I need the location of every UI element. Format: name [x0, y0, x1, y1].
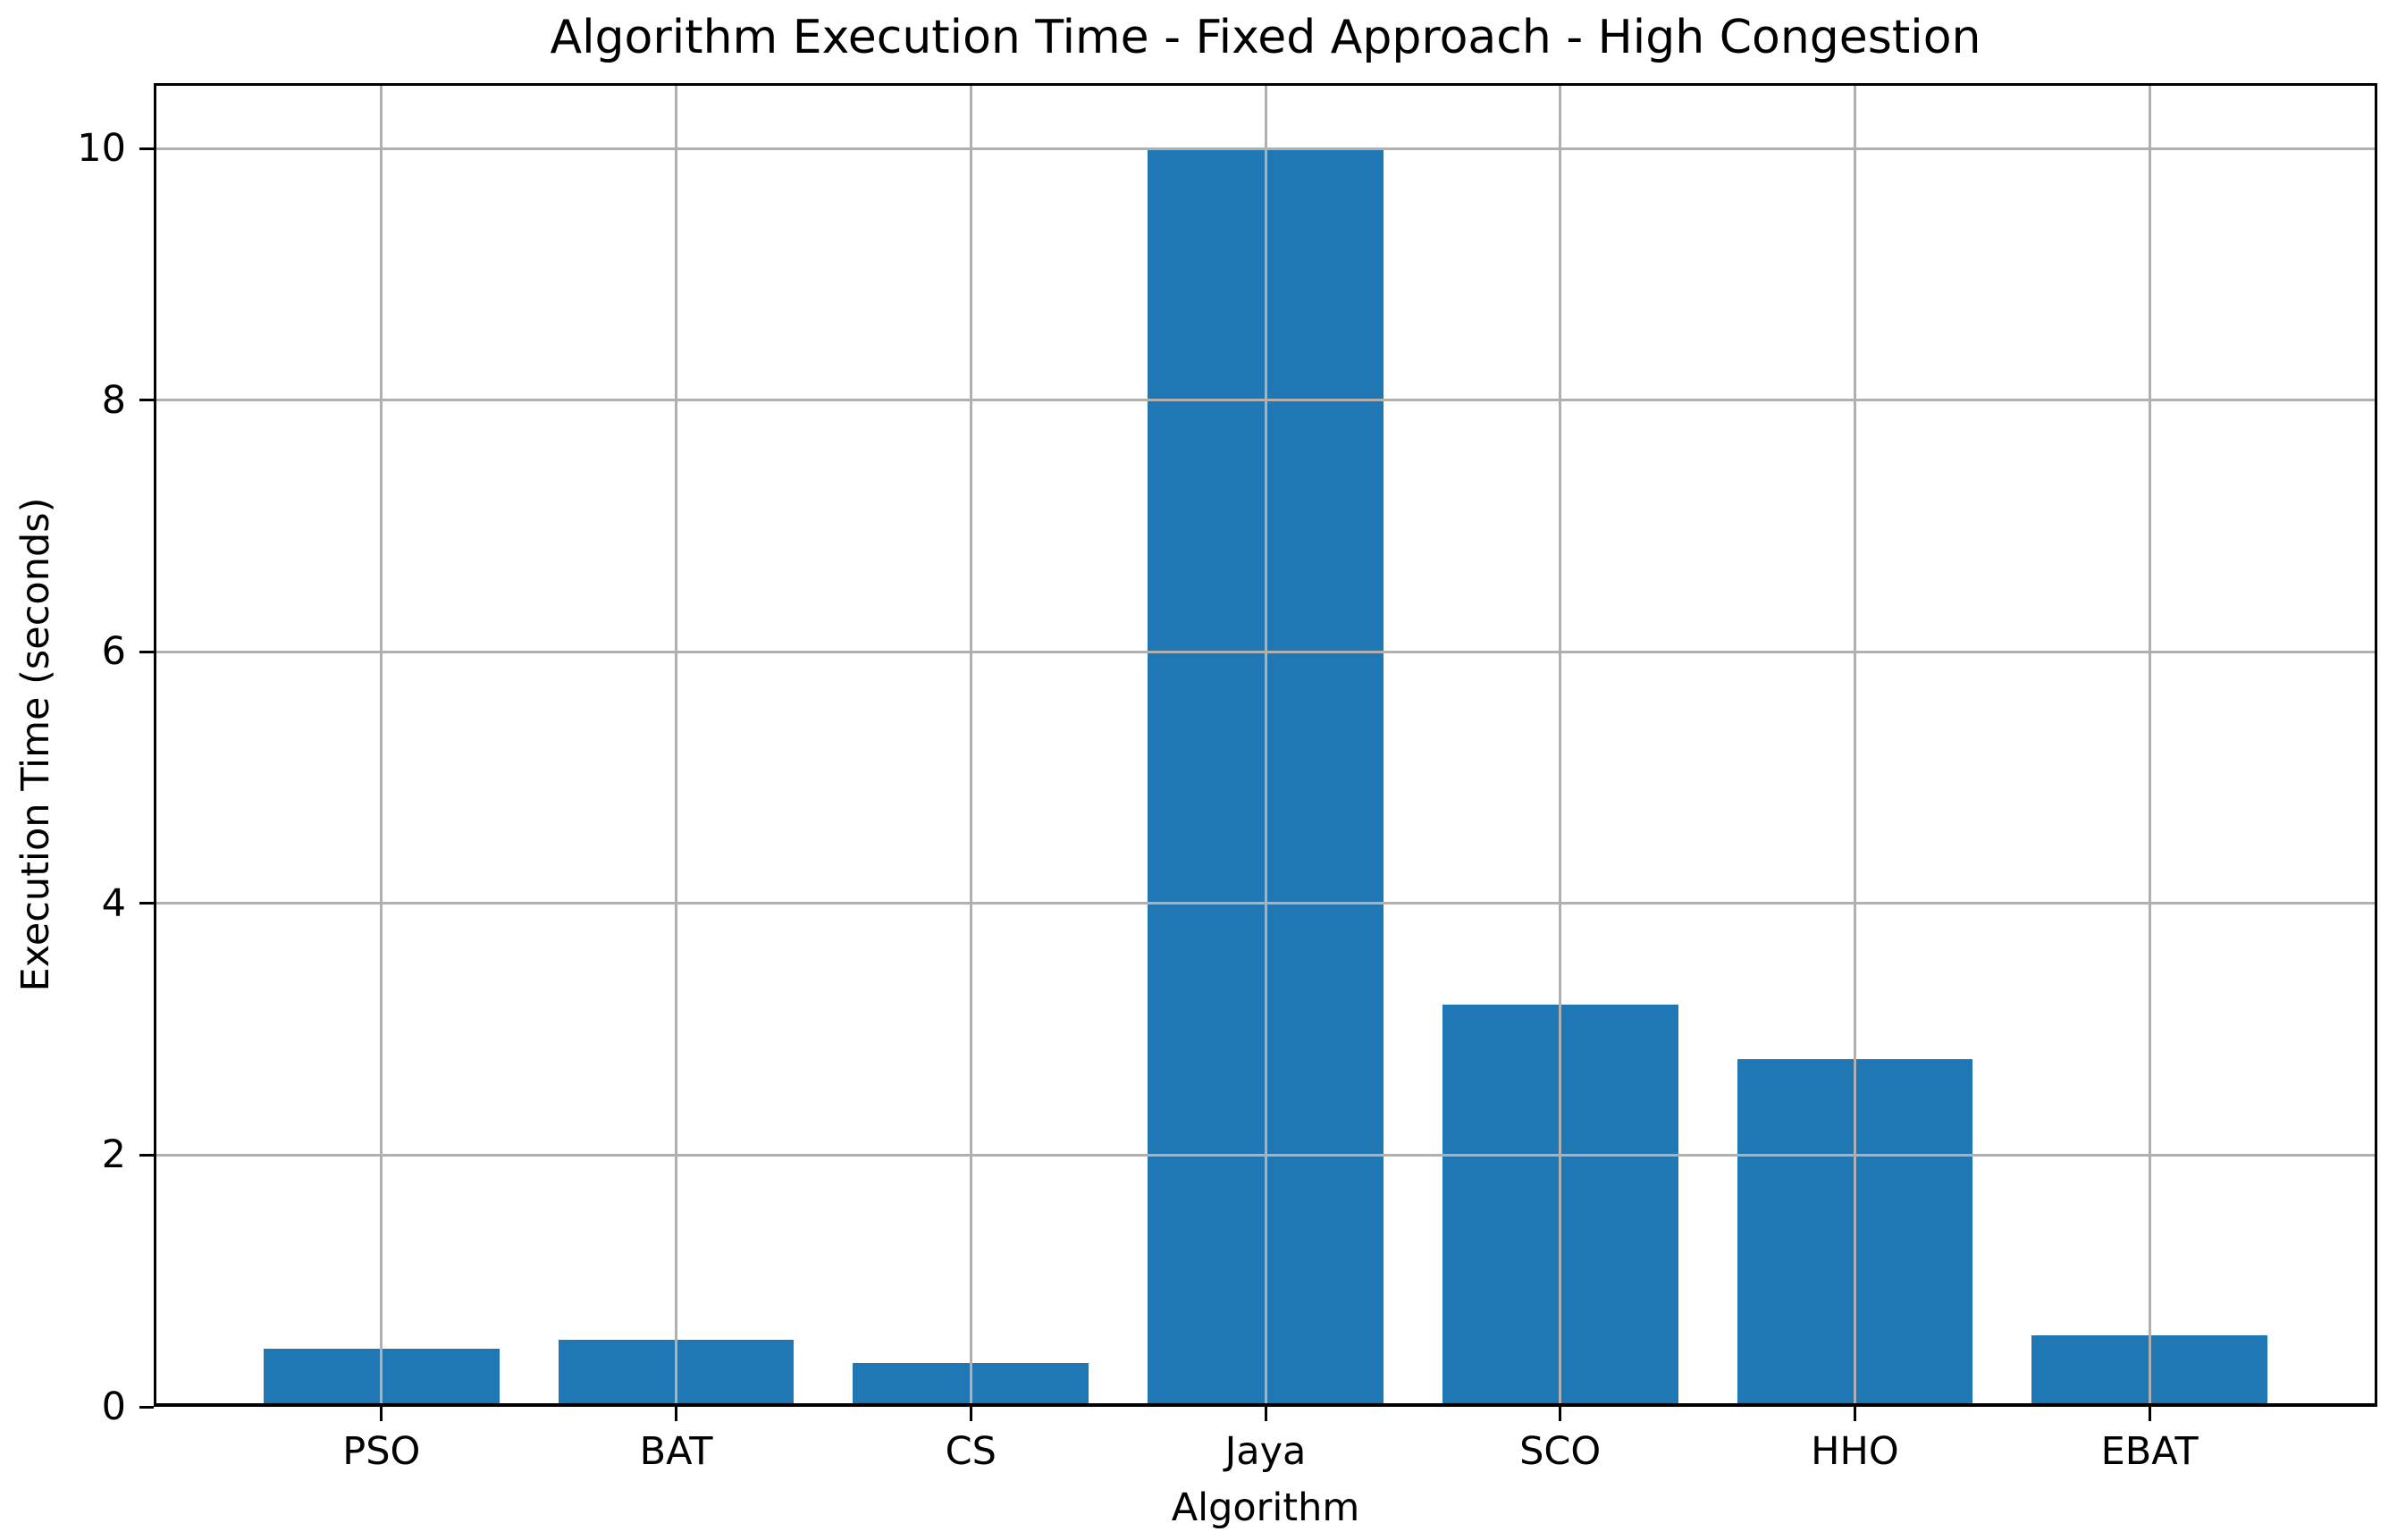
- x-tick-label: HHO: [1811, 1429, 1899, 1474]
- y-tick: [139, 1405, 154, 1409]
- y-tick: [139, 147, 154, 150]
- x-tick-label: Jaya: [1224, 1429, 1307, 1474]
- y-gridline: [154, 1153, 2377, 1157]
- grid-layer: [154, 83, 2377, 1407]
- x-gridline: [380, 83, 383, 1407]
- y-tick: [139, 399, 154, 402]
- x-tick: [969, 1407, 972, 1421]
- x-tick: [380, 1407, 383, 1421]
- x-gridline: [1853, 83, 1856, 1407]
- y-tick-label: 0: [101, 1384, 126, 1429]
- top-spine: [154, 83, 2377, 86]
- x-axis-spine: [154, 1403, 2377, 1407]
- chart-title: Algorithm Execution Time - Fixed Approac…: [550, 11, 1981, 64]
- x-tick-label: PSO: [342, 1429, 421, 1474]
- x-tick-label: SCO: [1519, 1429, 1602, 1474]
- x-tick: [1853, 1407, 1856, 1421]
- x-gridline: [1559, 83, 1562, 1407]
- right-spine: [2375, 83, 2377, 1407]
- x-tick-label: EBAT: [2100, 1429, 2199, 1474]
- y-tick-label: 2: [101, 1132, 126, 1178]
- x-gridline: [1264, 83, 1267, 1407]
- y-gridline: [154, 399, 2377, 402]
- x-tick: [1559, 1407, 1562, 1421]
- y-tick-label: 8: [101, 377, 126, 423]
- x-gridline: [2148, 83, 2151, 1407]
- y-tick: [139, 902, 154, 905]
- y-axis-spine: [154, 83, 156, 1407]
- y-tick-label: 4: [101, 880, 126, 926]
- y-gridline: [154, 650, 2377, 653]
- x-gridline: [675, 83, 678, 1407]
- x-axis-ticks: PSO BAT CS Jaya SCO HHO EBAT: [154, 1407, 2377, 1532]
- y-tick-label: 10: [77, 126, 126, 172]
- x-tick: [675, 1407, 678, 1421]
- y-gridline: [154, 902, 2377, 905]
- y-tick: [139, 1153, 154, 1157]
- x-tick: [1264, 1407, 1267, 1421]
- y-tick: [139, 650, 154, 653]
- x-tick-label: BAT: [639, 1429, 713, 1474]
- x-gridline: [969, 83, 972, 1407]
- x-tick: [2148, 1407, 2151, 1421]
- x-axis-label: Algorithm: [1171, 1485, 1360, 1530]
- x-tick-label: CS: [945, 1429, 997, 1474]
- y-tick-label: 6: [101, 629, 126, 675]
- y-gridline: [154, 147, 2377, 150]
- y-axis-ticks: 0 2 4 6 8 10: [0, 83, 154, 1426]
- plot-area: [154, 83, 2377, 1407]
